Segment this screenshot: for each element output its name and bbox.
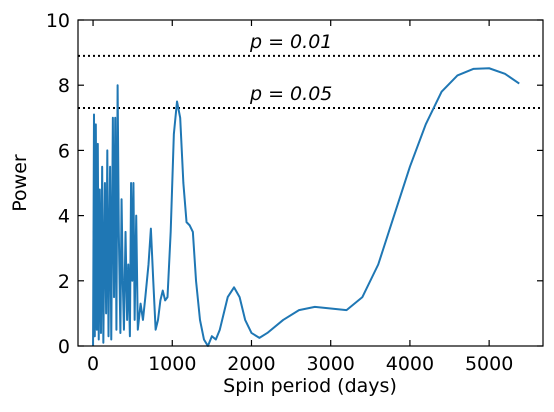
data-line: [92, 67, 520, 347]
y-tick-label: 8: [58, 75, 70, 97]
significance-label: p = 0.01: [249, 31, 332, 53]
x-tick-label: 0: [87, 353, 99, 375]
x-tick-label: 5000: [465, 353, 513, 375]
y-tick-label: 10: [46, 10, 70, 32]
y-axis-label: Power: [9, 154, 31, 212]
plot-frame: [77, 19, 544, 347]
x-tick-label: 1000: [148, 353, 196, 375]
x-tick-label: 4000: [386, 353, 434, 375]
y-tick-label: 2: [58, 271, 70, 293]
x-tick-label: 3000: [307, 353, 355, 375]
x-tick-label: 2000: [227, 353, 275, 375]
y-tick-label: 6: [58, 140, 70, 162]
y-tick-label: 4: [58, 206, 70, 228]
significance-label: p = 0.05: [249, 83, 332, 105]
y-tick-label: 0: [58, 336, 70, 358]
x-axis-label: Spin period (days): [223, 375, 397, 397]
